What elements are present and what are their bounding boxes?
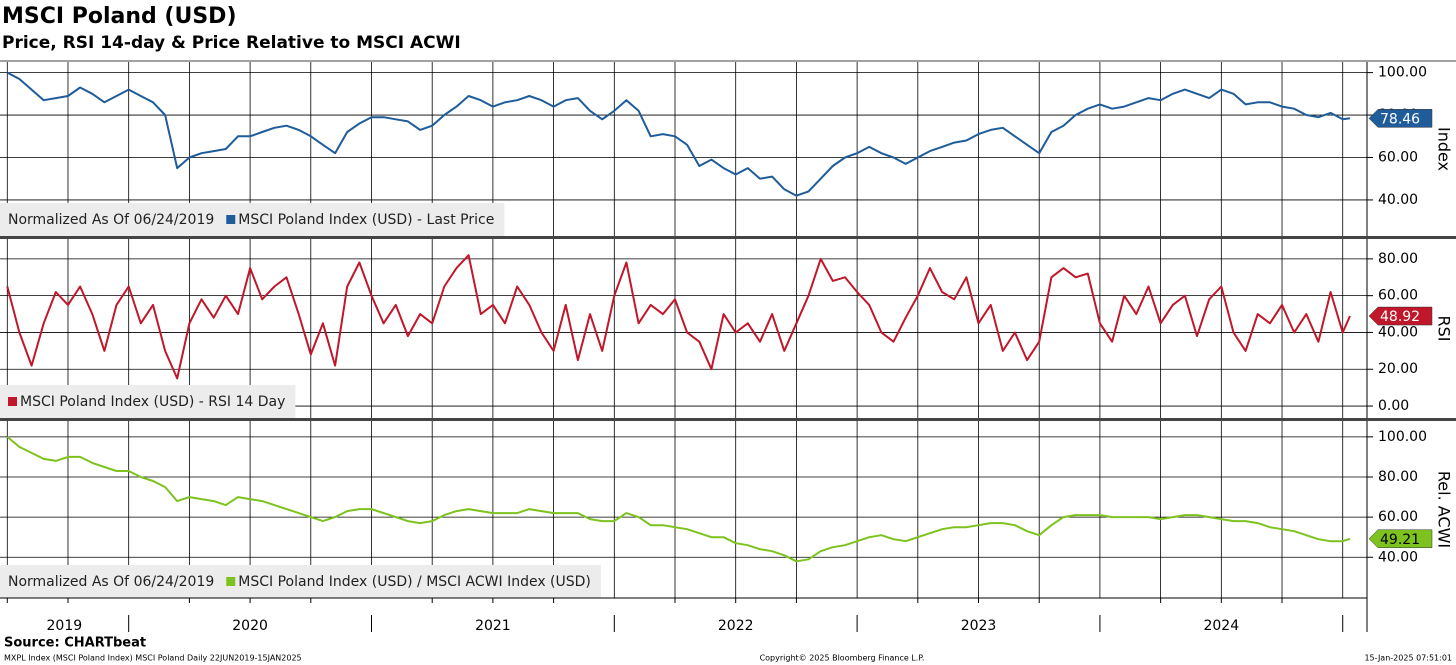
legend-swatch	[226, 577, 236, 586]
y-tick-label: 60.00	[1378, 288, 1418, 304]
last-value-label: 49.21	[1380, 532, 1420, 548]
y-axis-label: RSI	[1435, 316, 1454, 342]
series-line	[6, 436, 1351, 563]
legend-swatch	[226, 215, 236, 224]
y-tick-label: 40.00	[1378, 324, 1418, 340]
legend-box	[0, 565, 601, 598]
y-tick-label: 80.00	[1378, 469, 1418, 485]
y-tick-label: 80.00	[1378, 251, 1418, 267]
last-value-badge	[1368, 529, 1433, 549]
y-tick-label: 60.00	[1378, 509, 1418, 525]
y-tick-label: 40.00	[1378, 192, 1418, 208]
last-value-label: 78.46	[1380, 111, 1420, 127]
y-tick-label: 60.00	[1378, 149, 1418, 165]
x-tick-label: 2020	[232, 618, 268, 634]
footer-center: Copyright© 2025 Bloomberg Finance L.P.	[760, 654, 925, 663]
x-tick-label: 2021	[475, 618, 511, 634]
legend-label: MSCI Poland Index (USD) - RSI 14 Day	[20, 394, 285, 410]
footer-right: 15-Jan-2025 07:51:01	[1364, 654, 1452, 663]
last-value-badge	[1368, 306, 1433, 326]
y-tick-label: 100.00	[1378, 65, 1427, 81]
legend-box	[0, 385, 296, 418]
chart-subtitle: Price, RSI 14-day & Price Relative to MS…	[2, 33, 461, 53]
y-axis-label: Index	[1435, 127, 1454, 171]
y-tick-label: 100.00	[1378, 429, 1427, 445]
last-value-label: 48.92	[1380, 309, 1420, 325]
source: Source: CHARTbeat	[4, 636, 146, 651]
series-line	[6, 254, 1351, 380]
y-tick-label: 40.00	[1378, 549, 1418, 565]
y-tick-label: 0.00	[1378, 398, 1409, 414]
legend-note: Normalized As Of 06/24/2019	[8, 574, 214, 590]
last-value-badge	[1368, 109, 1433, 128]
legend-note: Normalized As Of 06/24/2019	[8, 212, 214, 228]
x-tick-label: 2024	[1203, 618, 1239, 634]
legend-box	[0, 203, 505, 236]
x-tick-label: 2023	[961, 618, 997, 634]
chart-title: MSCI Poland (USD)	[2, 4, 237, 29]
footer-left: MXPL Index (MSCI Poland Index) MSCI Pola…	[4, 654, 302, 663]
y-tick-label: 20.00	[1378, 361, 1418, 377]
x-tick-label: 2022	[718, 618, 754, 634]
legend-label: MSCI Poland Index (USD) / MSCI ACWI Inde…	[238, 574, 591, 590]
legend-swatch	[8, 397, 17, 406]
legend-label: MSCI Poland Index (USD) - Last Price	[238, 212, 494, 228]
x-tick-label: 2019	[47, 618, 83, 634]
series-line	[6, 71, 1351, 197]
y-axis-label: Rel. ACWI	[1435, 471, 1454, 548]
